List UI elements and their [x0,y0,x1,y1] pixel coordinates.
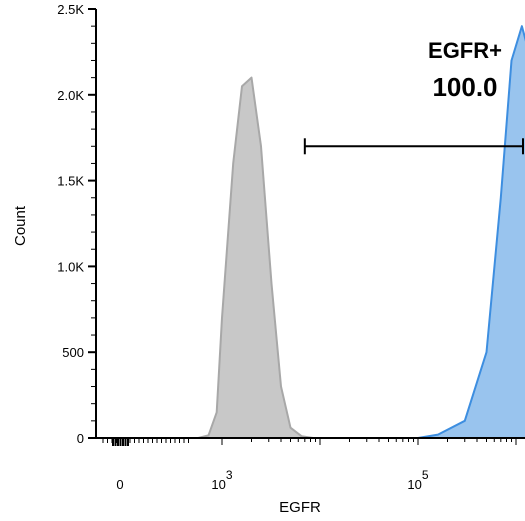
gate-name-label: EGFR+ [428,38,502,63]
y-tick-label: 2.5K [57,2,84,17]
egfr-histogram [417,25,525,439]
axes [95,9,525,439]
control-histogram [197,76,315,439]
y-tick-label: 500 [62,345,84,360]
x-axis-title: EGFR [279,499,321,516]
y-tick-label: 2.0K [57,88,84,103]
y-axis-title: Count [12,205,29,246]
y-tick-label: 1.5K [57,174,84,189]
gate-percent-label: 100.0 [432,72,497,102]
y-tick-label: 0 [77,431,84,446]
x-tick-label: 105 [407,468,428,492]
gate: EGFR+ 100.0 [303,38,524,155]
x-tick-label: 103 [211,468,232,492]
histogram-series [197,25,525,439]
x-tick-label: 0 [116,477,123,492]
y-tick-label: 1.0K [57,259,84,274]
